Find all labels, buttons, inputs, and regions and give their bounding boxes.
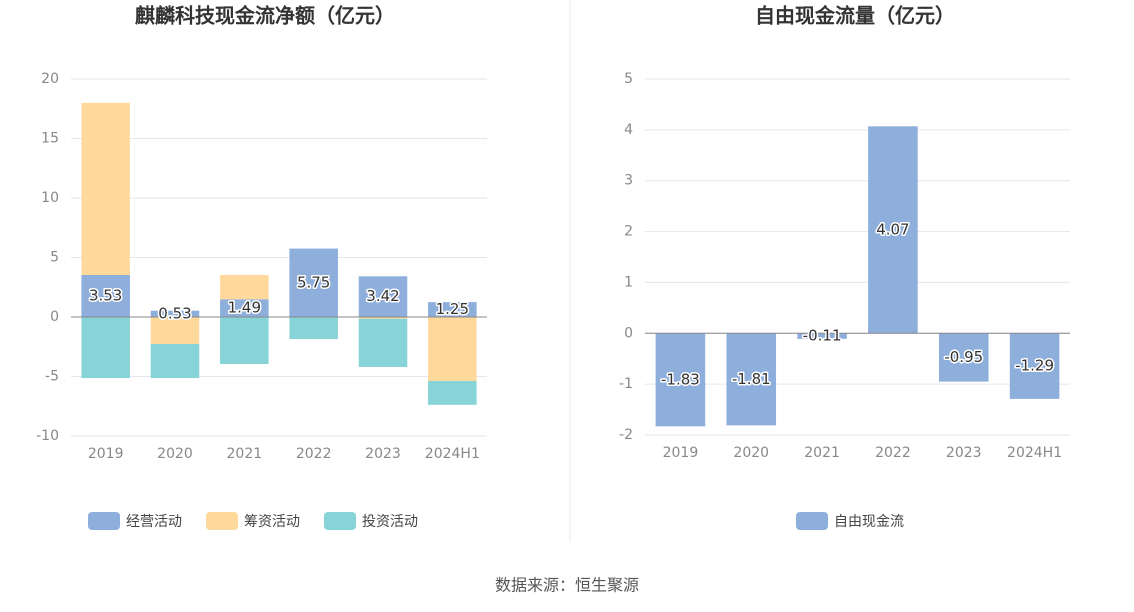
- chart-title: 麒麟科技现金流净额（亿元）: [135, 4, 395, 28]
- bar: [428, 302, 477, 317]
- legend-label: 自由现金流: [834, 514, 904, 530]
- bar: [428, 381, 477, 405]
- y-tick-label: 2: [624, 224, 633, 240]
- value-label: -1.81: [732, 370, 771, 388]
- bar: [81, 102, 130, 275]
- x-tick-label: 2019: [663, 445, 699, 461]
- bar: [797, 333, 847, 339]
- value-label: 3.53: [89, 286, 122, 304]
- y-tick-label: 1: [624, 274, 633, 290]
- y-tick-label: -5: [45, 369, 59, 385]
- y-tick-label: 4: [624, 122, 633, 138]
- y-tick-label: 0: [50, 309, 59, 325]
- legend-swatch: [88, 512, 120, 530]
- legend-label: 投资活动: [362, 514, 418, 530]
- y-tick-label: 5: [624, 71, 633, 87]
- bar: [655, 333, 706, 427]
- value-label: -1.83: [661, 370, 700, 388]
- y-tick-label: 10: [41, 190, 59, 206]
- value-label: -1.29: [1015, 357, 1054, 375]
- value-label: 4.07: [876, 220, 909, 238]
- legend-swatch: [206, 512, 238, 530]
- bar: [428, 317, 477, 382]
- x-tick-label: 2023: [946, 445, 982, 461]
- y-tick-label: 15: [41, 131, 59, 147]
- x-tick-label: 2024H1: [1007, 445, 1062, 461]
- value-label: 1.49: [228, 299, 261, 317]
- value-label: 0.53: [158, 304, 191, 322]
- bar: [81, 317, 130, 379]
- value-label: -0.11: [803, 327, 842, 345]
- bar: [358, 318, 408, 367]
- x-tick-label: 2021: [227, 446, 263, 462]
- x-tick-label: 2021: [804, 445, 840, 461]
- x-tick-label: 2019: [88, 446, 124, 462]
- legend-label: 经营活动: [126, 514, 182, 530]
- value-label: 1.25: [436, 300, 469, 318]
- x-tick-label: 2023: [365, 446, 401, 462]
- x-tick-label: 2022: [296, 446, 332, 462]
- bar: [150, 344, 200, 379]
- x-tick-label: 2020: [733, 445, 769, 461]
- y-tick-label: 20: [41, 71, 59, 87]
- x-tick-label: 2022: [875, 445, 911, 461]
- y-tick-label: 0: [624, 325, 633, 341]
- value-label: 5.75: [297, 273, 330, 291]
- y-tick-label: -2: [619, 427, 633, 443]
- legend-swatch: [796, 512, 828, 530]
- x-tick-label: 2024H1: [425, 446, 480, 462]
- bar: [358, 276, 408, 317]
- value-label: 3.42: [366, 287, 399, 305]
- y-tick-label: 3: [624, 173, 633, 189]
- x-tick-label: 2020: [157, 446, 193, 462]
- bar: [220, 299, 269, 317]
- y-tick-label: -10: [36, 428, 59, 444]
- bar: [220, 274, 269, 300]
- y-tick-label: -1: [619, 376, 633, 392]
- bar: [289, 248, 338, 317]
- bar: [358, 317, 408, 319]
- bar: [150, 317, 200, 345]
- y-tick-label: 5: [50, 250, 59, 266]
- source: 数据来源：恒生聚源: [495, 576, 639, 595]
- bar: [150, 310, 200, 317]
- bar: [220, 317, 269, 365]
- bar: [938, 333, 989, 382]
- bar: [726, 333, 777, 426]
- legend-swatch: [324, 512, 356, 530]
- value-label: -0.95: [944, 348, 983, 366]
- bar: [81, 274, 130, 317]
- legend-label: 筹资活动: [244, 513, 300, 530]
- bar: [1009, 333, 1060, 399]
- bar: [868, 126, 918, 334]
- chart-title: 自由现金流量（亿元）: [755, 4, 955, 28]
- bar: [289, 317, 338, 340]
